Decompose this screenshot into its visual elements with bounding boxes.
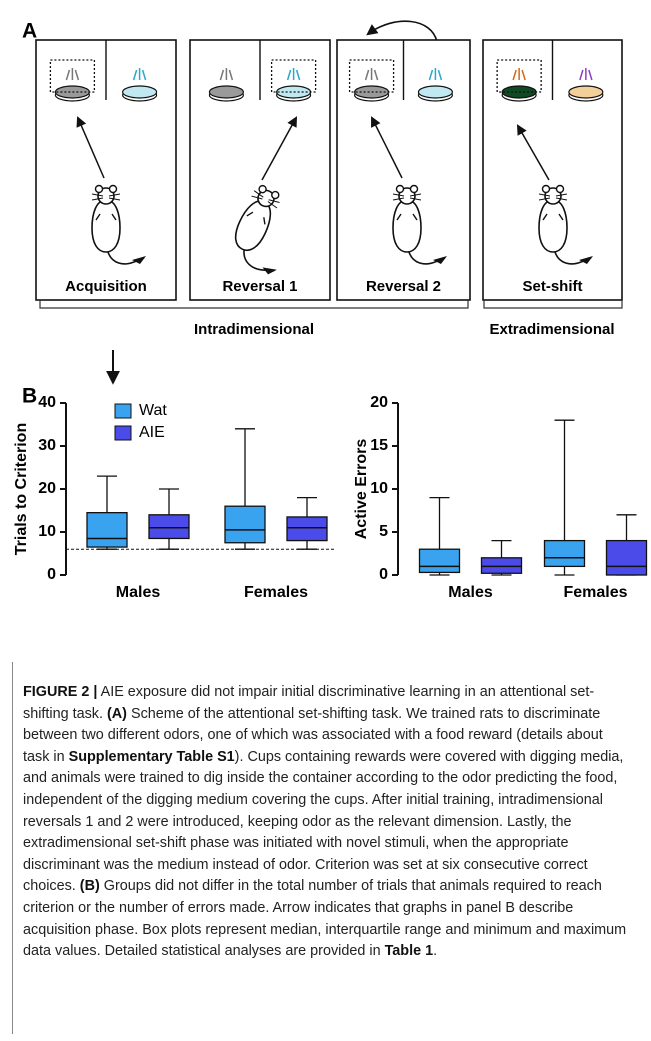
panel-label: A xyxy=(22,20,37,43)
x-tick-label: Females xyxy=(244,584,308,601)
y-tick-label: 0 xyxy=(379,566,388,583)
caption-text: (A) xyxy=(107,706,127,722)
caption-text: Supplementary Table S1 xyxy=(69,749,235,765)
caption-text: Table 1 xyxy=(385,943,434,959)
box xyxy=(87,513,127,547)
y-tick-label: 10 xyxy=(370,480,388,497)
cup-medium xyxy=(209,86,243,98)
y-tick-label: 0 xyxy=(47,566,56,583)
stage-label: Reversal 2 xyxy=(366,278,441,295)
cup-medium xyxy=(569,86,603,98)
stage-label: Acquisition xyxy=(65,278,147,295)
box xyxy=(225,506,265,543)
y-tick-label: 20 xyxy=(38,480,56,497)
caption-text: FIGURE 2 | xyxy=(23,684,97,700)
bracket-label: Intradimensional xyxy=(194,321,314,338)
y-tick-label: 5 xyxy=(379,523,388,540)
bracket xyxy=(40,300,468,308)
cup-medium xyxy=(418,86,452,98)
y-tick-label: 15 xyxy=(370,437,388,454)
legend-label: AIE xyxy=(139,424,165,441)
box xyxy=(149,515,189,539)
box xyxy=(545,541,585,567)
panel-label: B xyxy=(22,385,37,408)
caption-text: Groups did not differ in the total numbe… xyxy=(23,878,626,959)
legend-swatch xyxy=(115,404,131,418)
y-axis-label: Active Errors xyxy=(353,439,370,540)
y-tick-label: 10 xyxy=(38,523,56,540)
stage-label: Set-shift xyxy=(523,278,583,295)
page: { "panel_a": { "label": "A", "stages": [… xyxy=(0,0,651,1041)
box xyxy=(482,558,522,573)
y-tick-label: 40 xyxy=(38,394,56,411)
y-tick-label: 30 xyxy=(38,437,56,454)
y-tick-label: 20 xyxy=(370,394,388,411)
stages: Acquisition Reversal 1 Reversal 2 Set-shift xyxy=(36,40,622,300)
figure: A Acquisition Reversal 1 Reversal 2 Set-shi… xyxy=(0,0,651,660)
caption-text: (B) xyxy=(80,878,100,894)
x-tick-label: Males xyxy=(448,584,493,601)
caption-text: . xyxy=(433,943,437,959)
caption: FIGURE 2 | AIE exposure did not impair i… xyxy=(12,662,628,1034)
bracket xyxy=(484,300,622,308)
caption-text: ). Cups containing rewards were covered … xyxy=(23,749,623,895)
box xyxy=(420,549,460,572)
legend-label: Wat xyxy=(139,402,167,419)
x-tick-label: Males xyxy=(116,584,161,601)
box xyxy=(287,517,327,541)
curved-arrow xyxy=(368,21,437,42)
legend-swatch xyxy=(115,426,131,440)
y-axis-label: Trials to Criterion xyxy=(13,423,30,555)
x-tick-label: Females xyxy=(563,584,627,601)
cup-medium xyxy=(123,86,157,98)
bracket-label: Extradimensional xyxy=(489,321,614,338)
box xyxy=(607,541,647,575)
stage-label: Reversal 1 xyxy=(222,278,297,295)
